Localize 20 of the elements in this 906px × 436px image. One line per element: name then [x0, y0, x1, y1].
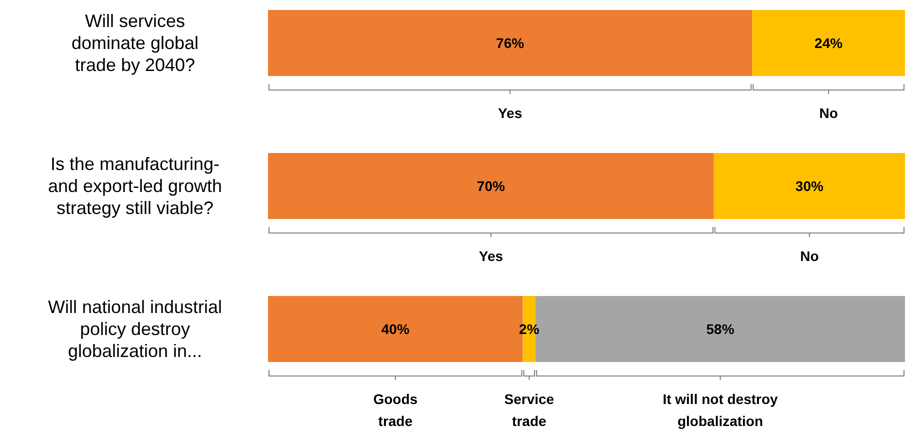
annotation: Service trade [504, 391, 554, 429]
annotation: No [800, 248, 819, 264]
data-label: 30% [795, 178, 824, 194]
y-tick-label: Will national industrial policy destroy globalization in... [48, 297, 222, 361]
annotation: Yes [478, 248, 504, 264]
annotation: Yes [498, 105, 522, 121]
data-label: 40% [381, 321, 410, 337]
y-tick-label: Will services dominate global trade by 2040? [71, 11, 199, 75]
data-label: 58% [706, 321, 735, 337]
annotation: Goods trade [373, 391, 418, 429]
bar [268, 153, 714, 219]
data-label: 70% [476, 178, 506, 194]
bar [714, 153, 905, 219]
annotation: No [819, 105, 838, 121]
annotation: It will not destroy globalization [662, 391, 778, 429]
y-tick-label: Is the manufacturing- and export-led growth strategy still viable? [48, 154, 222, 218]
bar [268, 10, 752, 76]
data-label: 24% [814, 35, 844, 51]
bar [752, 10, 905, 76]
data-label: 76% [496, 35, 525, 51]
